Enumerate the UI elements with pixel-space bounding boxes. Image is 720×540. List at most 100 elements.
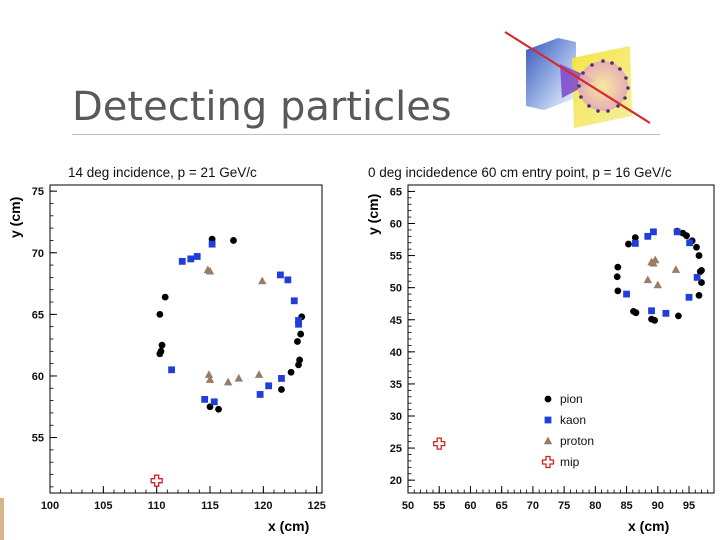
legend-mip-marker (541, 455, 555, 469)
kaon-point (673, 228, 681, 236)
kaon-point (277, 271, 284, 279)
pion-point (294, 338, 301, 345)
kaon-point (662, 309, 670, 317)
pion-point (297, 330, 305, 338)
x-tick-label: 90 (652, 500, 664, 512)
legend-kaon-marker (544, 416, 552, 424)
kaon-point (685, 293, 693, 301)
rich-detector-logo (504, 31, 651, 128)
pion-point (625, 240, 632, 248)
proton-point (254, 370, 264, 378)
y-tick-label: 40 (390, 347, 402, 359)
pion-point (693, 243, 700, 251)
slide-title: Detecting particles (72, 84, 452, 130)
x-tick-label: 115 (201, 500, 219, 512)
pion-point (695, 291, 703, 299)
kaon-point (623, 290, 630, 298)
chart2-xlabel: x (cm) (628, 518, 669, 534)
kaon-point (295, 317, 302, 324)
pion-point (632, 309, 640, 317)
title-divider (72, 134, 660, 135)
x-tick-label: 70 (527, 500, 539, 512)
legend-proton-marker (543, 436, 553, 445)
pion-point (613, 273, 621, 281)
y-tick-label: 25 (390, 443, 402, 455)
x-tick-label: 95 (683, 500, 695, 512)
kaon-point (210, 398, 218, 406)
kaon-point (644, 232, 652, 240)
kaon-point (256, 391, 264, 398)
pion-point (631, 234, 639, 242)
proton-point (223, 377, 233, 386)
proton-point (258, 276, 267, 285)
pion-point (696, 268, 704, 276)
kaon-point (187, 255, 195, 263)
x-tick-label: 60 (464, 500, 476, 512)
mip-point (433, 437, 446, 450)
y-tick-label: 30 (390, 411, 402, 423)
y-tick-label: 65 (390, 186, 402, 198)
proton-point (671, 265, 681, 273)
kaon-point (178, 257, 186, 265)
pion-point (156, 310, 164, 318)
kaon-point (648, 307, 655, 315)
x-tick-label: 75 (558, 500, 570, 512)
y-tick-label: 60 (390, 219, 402, 231)
pion-point (215, 405, 222, 413)
pion-point (295, 361, 302, 369)
proton-point (204, 370, 214, 378)
y-tick-label: 75 (32, 186, 44, 198)
legend-mip-label: mip (560, 455, 580, 469)
kaon-point (278, 375, 285, 382)
pion-point (158, 341, 166, 349)
x-tick-label: 80 (589, 500, 601, 512)
pion-point (230, 237, 237, 244)
y-tick-label: 55 (32, 433, 44, 445)
kaon-point (201, 395, 209, 403)
chart1-xlabel: x (cm) (268, 518, 309, 534)
pion-point (614, 287, 622, 295)
mip-point (150, 474, 163, 487)
y-tick-label: 70 (32, 248, 44, 260)
x-tick-label: 85 (620, 500, 632, 512)
chart-14deg: 14 deg incidence, p = 21 GeV/c 100 105 110… (7, 165, 326, 534)
legend-pion-label: pion (560, 392, 583, 406)
legend-kaon-label: kaon (560, 413, 586, 427)
kaon-point (208, 240, 216, 248)
pion-point (156, 350, 164, 358)
kaon-point (650, 228, 657, 236)
x-tick-label: 55 (433, 500, 445, 512)
chart-0deg: 0 deg incidedence 60 cm entry point, p =… (365, 165, 715, 534)
kaon-point (193, 253, 201, 260)
proton-point (643, 275, 653, 284)
proton-point (234, 373, 243, 382)
y-tick-label: 60 (32, 371, 44, 383)
y-tick-label: 50 (390, 283, 402, 295)
y-tick-label: 20 (390, 475, 402, 487)
pion-point (278, 386, 285, 393)
pion-point (683, 232, 690, 240)
pion-point (614, 263, 622, 271)
kaon-point (290, 297, 298, 305)
chart1-title: 14 deg incidence, p = 21 GeV/c (68, 165, 257, 180)
x-tick-label: 120 (254, 500, 272, 512)
proton-point (205, 375, 215, 383)
proton-point (653, 280, 662, 289)
y-tick-label: 65 (32, 309, 44, 321)
x-tick-label: 50 (402, 500, 414, 512)
kaon-point (168, 366, 175, 374)
chart2-legend: pion kaon proton mip (541, 392, 594, 469)
chart2-ylabel: y (cm) (365, 194, 381, 235)
pion-point (675, 312, 682, 320)
x-tick-label: 110 (148, 500, 166, 512)
x-tick-label: 100 (41, 500, 59, 512)
x-tick-label: 105 (94, 500, 112, 512)
proton-point (649, 258, 658, 267)
kaon-point (284, 276, 292, 284)
pion-point (698, 279, 705, 286)
legend-pion-marker (544, 395, 552, 403)
pion-point (287, 368, 295, 376)
x-tick-label: 125 (307, 500, 325, 512)
x-tick-label: 65 (496, 500, 508, 512)
